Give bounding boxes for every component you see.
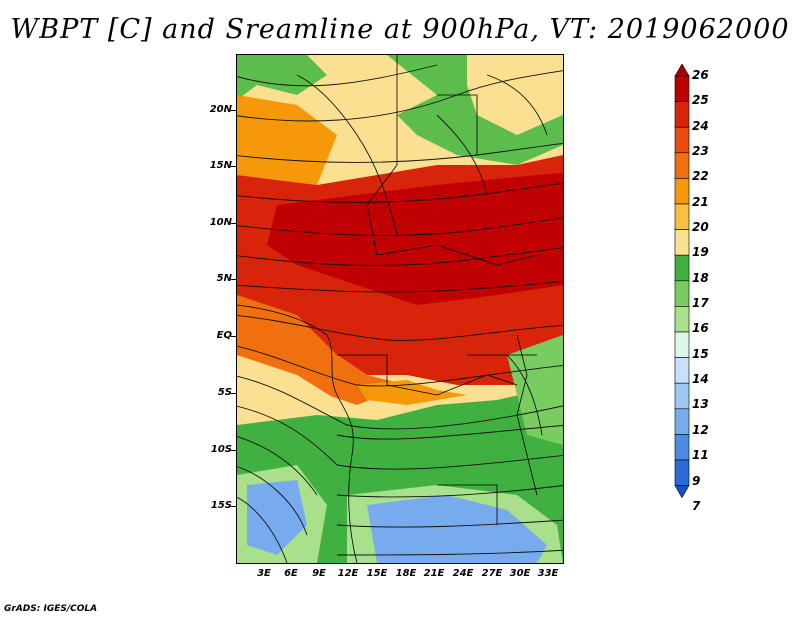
field-equator-orange	[237, 295, 407, 405]
streamlines	[237, 64, 563, 563]
lon-label-33e: 33E	[537, 568, 559, 579]
colorbar-segment	[674, 306, 690, 333]
colorbar-label: 18	[692, 270, 709, 285]
colorbar-segment	[674, 75, 690, 102]
field-southwest-blue	[247, 480, 307, 555]
lat-label-20n: 20N	[209, 104, 232, 115]
lat-tick	[231, 110, 236, 111]
lon-label-21e: 21E	[423, 568, 445, 579]
colorbar-segment	[674, 280, 690, 307]
lon-label-9e: 9E	[312, 568, 326, 579]
field-north-orange	[237, 95, 337, 185]
lat-tick	[231, 506, 236, 507]
colorbar-label: 17	[692, 296, 709, 311]
colorbar-segment	[674, 408, 690, 435]
lon-label-12e: 12E	[337, 568, 359, 579]
lat-tick	[231, 166, 236, 167]
colorbar-segment	[674, 459, 690, 486]
colorbar-segment	[674, 178, 690, 205]
lon-label-24e: 24E	[452, 568, 474, 579]
colorbar-label: 15	[692, 346, 709, 361]
colorbar-label: 23	[692, 144, 709, 159]
colorbar-label: 19	[692, 245, 709, 260]
colorbar-label: 7	[692, 498, 701, 513]
lat-label-5n: 5N	[216, 273, 232, 284]
colorbar-label: 22	[692, 169, 709, 184]
lon-label-3e: 3E	[257, 568, 271, 579]
colorbar-segment	[674, 357, 690, 384]
colorbar-label: 21	[692, 194, 709, 209]
lon-label-18e: 18E	[395, 568, 417, 579]
lat-tick	[231, 450, 236, 451]
field-east-green	[507, 335, 563, 445]
field-north-green	[237, 55, 327, 100]
colorbar-segment	[674, 434, 690, 461]
lat-label-5s: 5S	[217, 387, 232, 398]
map-panel	[236, 54, 564, 564]
coastlines-borders	[237, 55, 538, 563]
lon-label-6e: 6E	[284, 568, 298, 579]
map-canvas	[237, 55, 563, 563]
field-hot-band	[267, 173, 563, 305]
lat-label-15n: 15N	[209, 160, 232, 171]
colorbar-bottom-arrow	[674, 485, 690, 499]
colorbar-label: 11	[692, 448, 709, 463]
lat-tick	[231, 393, 236, 394]
colorbar-top-arrow	[674, 64, 690, 77]
colorbar-segment	[674, 382, 690, 410]
lon-label-27e: 27E	[481, 568, 503, 579]
lat-tick	[231, 279, 236, 280]
colorbar-label: 24	[692, 118, 709, 133]
colorbar-label: 12	[692, 422, 709, 437]
colorbar-segment	[674, 101, 690, 128]
colorbar-label: 9	[692, 473, 701, 488]
colorbar-label: 20	[692, 220, 709, 235]
colorbar-segment	[674, 126, 690, 154]
lat-tick	[231, 336, 236, 337]
colorbar-segment	[674, 229, 690, 256]
lon-label-15e: 15E	[366, 568, 388, 579]
colorbar-label: 13	[692, 397, 709, 412]
colorbar-label: 16	[692, 321, 709, 336]
lat-label-10n: 10N	[209, 217, 232, 228]
lat-label-10s: 10S	[210, 444, 232, 455]
colorbar-segment	[674, 203, 690, 230]
lon-label-30e: 30E	[509, 568, 531, 579]
colorbar-label: 25	[692, 93, 709, 108]
colorbar-segment	[674, 152, 690, 179]
colorbar-segment	[674, 254, 690, 282]
chart-title: WBPT [C] and Sreamline at 900hPa, VT: 20…	[10, 14, 790, 45]
lat-tick	[231, 223, 236, 224]
lat-label-15s: 15S	[210, 500, 232, 511]
lat-label-eq: EQ	[216, 330, 232, 341]
footer-credit: GrADS: IGES/COLA	[4, 604, 98, 614]
colorbar-label: 14	[692, 372, 709, 387]
colorbar	[674, 64, 690, 499]
field-southeast-blue	[367, 495, 547, 563]
colorbar-label: 26	[692, 68, 709, 82]
colorbar-segment	[674, 331, 690, 358]
